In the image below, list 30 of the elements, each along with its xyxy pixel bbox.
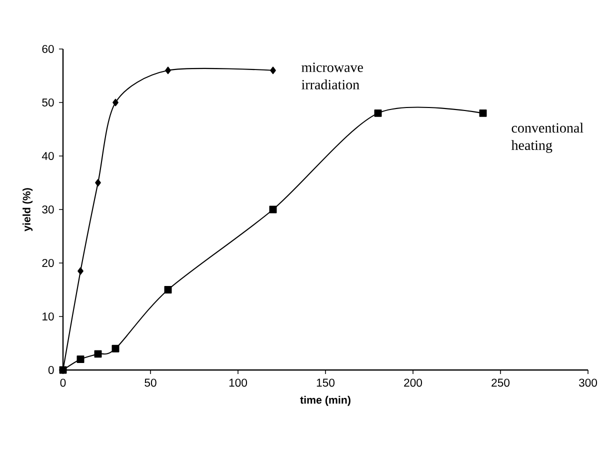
x-tick-label: 0: [60, 378, 66, 387]
x-tick-label: 50: [144, 378, 156, 387]
point: [95, 179, 101, 186]
x-axis-title: time (min): [300, 396, 350, 406]
x-tick-label: 200: [404, 378, 422, 387]
x-tick-label: 300: [578, 378, 598, 387]
point: [479, 109, 487, 117]
y-tick-label: 10: [42, 312, 54, 320]
y-tick-label: 40: [42, 152, 54, 160]
point: [374, 109, 382, 117]
x-tick-label: 250: [492, 378, 510, 387]
y-tick-label: 20: [42, 258, 54, 267]
point: [112, 98, 118, 106]
point: [269, 206, 277, 214]
point: [94, 350, 102, 358]
y-tick-label: 0: [48, 366, 54, 374]
y-tick-label: 60: [42, 44, 54, 53]
series-label: conventional heating: [511, 122, 584, 153]
y-axis-title: yield (%): [22, 188, 33, 232]
point: [112, 344, 120, 352]
point: [76, 356, 84, 364]
y-tick-label: 30: [42, 205, 54, 214]
point: [270, 66, 276, 74]
x-tick-label: 150: [316, 378, 335, 387]
y-tick-label: 50: [42, 98, 54, 106]
point: [78, 267, 84, 275]
series-label: microwave irradiation: [302, 62, 363, 90]
x-tick-label: 100: [229, 378, 248, 387]
point: [165, 66, 171, 74]
point: [164, 286, 172, 294]
